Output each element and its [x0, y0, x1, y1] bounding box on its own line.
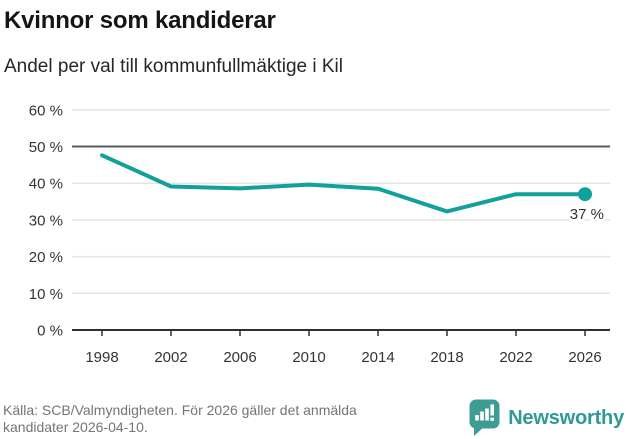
logo-exclamation-dot	[490, 417, 495, 421]
logo-bar-1	[475, 415, 479, 421]
end-point-marker	[578, 187, 592, 202]
y-axis-tick-label: 40 %	[29, 176, 63, 193]
y-axis-tick-label: 0 %	[37, 323, 63, 340]
x-axis-tick-label: 2026	[568, 349, 601, 366]
chart-area: 0 % 10 % 20 % 30 % 40 % 50 % 60 % 1998 2002 2006 2…	[0, 95, 631, 380]
y-axis-tick-label: 60 %	[29, 102, 63, 119]
newsworthy-logo-text: Newsworthy	[508, 406, 624, 429]
chart-subtitle: Andel per val till kommunfullmäktige i K…	[4, 56, 343, 77]
logo-bar-3	[485, 408, 489, 421]
source-note: Källa: SCB/Valmyndigheten. För 2026 gäll…	[3, 402, 473, 436]
x-axis-tick-label: 2006	[223, 349, 256, 366]
source-line-2: kandidater 2026-04-10.	[3, 419, 148, 435]
source-line-1: Källa: SCB/Valmyndigheten. För 2026 gäll…	[3, 402, 357, 418]
x-axis-tick-label: 2010	[292, 349, 325, 366]
x-axis-tick-label: 2014	[361, 349, 394, 366]
data-line	[100, 153, 587, 214]
x-axis-tick-label: 1998	[85, 349, 118, 366]
x-axis-tick-label: 2002	[154, 349, 187, 366]
y-axis-tick-label: 50 %	[29, 139, 63, 156]
y-axis-tick-label: 10 %	[29, 286, 63, 303]
x-axis-tick-label: 2022	[499, 349, 532, 366]
newsworthy-logo: Newsworthy	[469, 399, 624, 437]
y-axis-tick-label: 30 %	[29, 212, 63, 229]
x-axis-tick-label: 2018	[430, 349, 463, 366]
chart-header: Kvinnor som kandiderar	[4, 0, 624, 36]
page-title: Kvinnor som kandiderar	[4, 7, 276, 34]
line-chart: 0 % 10 % 20 % 30 % 40 % 50 % 60 % 1998 2002 2006 2…	[29, 102, 610, 366]
logo-exclamation-bar	[490, 404, 495, 416]
y-axis-tick-label: 20 %	[29, 249, 63, 266]
logo-bar-2	[480, 411, 484, 421]
newsworthy-logo-icon	[469, 399, 500, 436]
end-value-label: 37 %	[570, 206, 604, 223]
